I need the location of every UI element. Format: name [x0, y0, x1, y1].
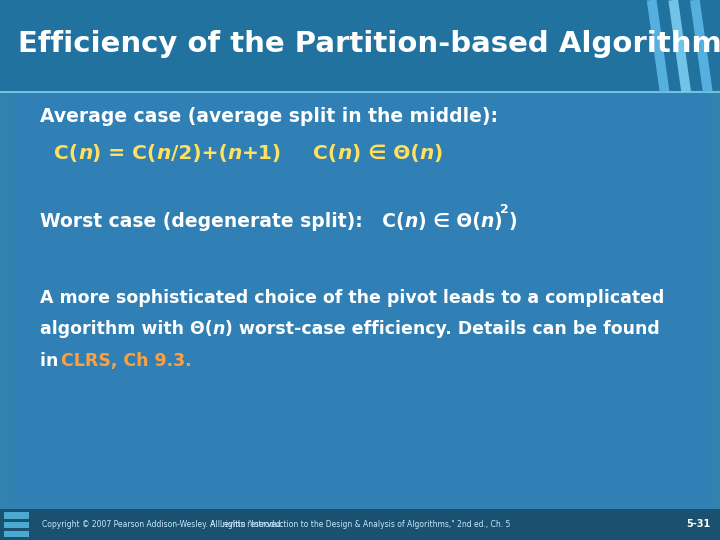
Text: algorithm with Θ(: algorithm with Θ( [40, 320, 212, 339]
Text: Copyright © 2007 Pearson Addison-Wesley. All rights reserved.: Copyright © 2007 Pearson Addison-Wesley.… [42, 520, 283, 529]
Text: A. Levitin "Introduction to the Design & Analysis of Algorithms," 2nd ed., Ch. 5: A. Levitin "Introduction to the Design &… [210, 520, 510, 529]
FancyBboxPatch shape [0, 509, 720, 540]
Text: n: n [404, 212, 418, 231]
Text: +1): +1) [242, 144, 282, 164]
Text: Worst case (degenerate split):   C(: Worst case (degenerate split): C( [40, 212, 404, 231]
Text: ) = C(: ) = C( [92, 144, 156, 164]
Text: n: n [78, 144, 92, 164]
FancyBboxPatch shape [4, 522, 29, 528]
Text: ): ) [509, 212, 518, 231]
Text: A more sophisticated choice of the pivot leads to a complicated: A more sophisticated choice of the pivot… [40, 289, 664, 307]
Text: 2: 2 [500, 203, 509, 216]
Text: ) worst-case efficiency. Details can be found: ) worst-case efficiency. Details can be … [225, 320, 660, 339]
Text: ): ) [433, 144, 443, 164]
Text: n: n [228, 144, 242, 164]
Text: n: n [212, 320, 225, 339]
FancyBboxPatch shape [4, 531, 29, 537]
Text: Average case (average split in the middle):: Average case (average split in the middl… [40, 106, 498, 126]
FancyBboxPatch shape [0, 0, 720, 92]
Text: /2)+(: /2)+( [171, 144, 228, 164]
Text: ) ∈ Θ(: ) ∈ Θ( [351, 144, 419, 164]
Text: Efficiency of the Partition-based Algorithm: Efficiency of the Partition-based Algori… [18, 30, 720, 58]
Text: n: n [419, 144, 433, 164]
Text: n: n [480, 212, 494, 231]
Text: n: n [337, 144, 351, 164]
Text: n: n [156, 144, 171, 164]
FancyBboxPatch shape [13, 92, 707, 509]
Text: CLRS, Ch 9.3.: CLRS, Ch 9.3. [61, 352, 192, 370]
Text: ) ∈ Θ(: ) ∈ Θ( [418, 212, 480, 231]
Text: C(: C( [54, 144, 78, 164]
FancyBboxPatch shape [4, 512, 29, 519]
Text: in: in [40, 352, 64, 370]
Text: ): ) [494, 212, 503, 231]
Text: C(: C( [313, 144, 337, 164]
Text: 5-31: 5-31 [686, 519, 711, 529]
